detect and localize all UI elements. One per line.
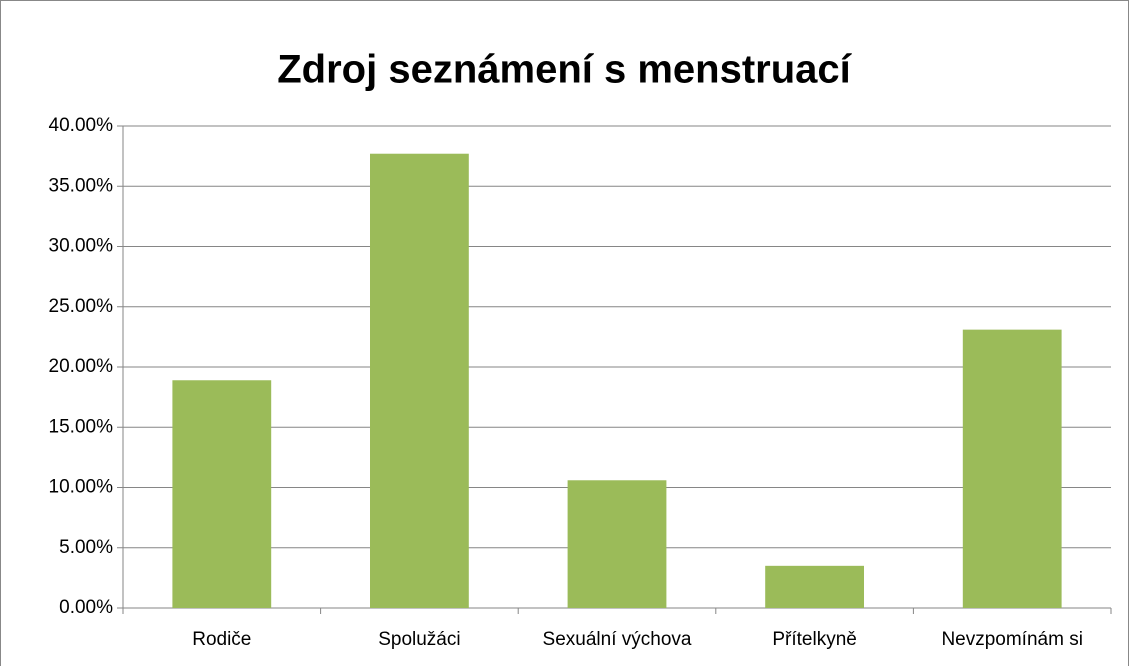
bar bbox=[370, 153, 469, 608]
x-tick-label: Nevzpomínám si bbox=[941, 629, 1083, 650]
y-tick-label: 40.00% bbox=[49, 115, 114, 136]
bar bbox=[567, 480, 667, 608]
bar bbox=[962, 329, 1062, 608]
y-tick-label: 25.00% bbox=[49, 296, 114, 317]
chart-title: Zdroj seznámení s menstruací bbox=[277, 48, 852, 92]
y-tick-label: 10.00% bbox=[49, 477, 114, 498]
bar bbox=[765, 565, 864, 608]
y-tick-label: 0.00% bbox=[59, 597, 113, 618]
bar bbox=[172, 380, 272, 608]
y-tick-label: 35.00% bbox=[49, 175, 114, 196]
x-tick-label: Přítelkyně bbox=[772, 629, 856, 650]
y-tick-label: 15.00% bbox=[49, 416, 114, 437]
x-tick-label: Sexuální výchova bbox=[543, 629, 692, 650]
y-tick-label: 5.00% bbox=[59, 537, 113, 558]
x-tick-label: Rodiče bbox=[192, 629, 251, 650]
x-tick-label: Spolužáci bbox=[378, 629, 460, 650]
y-tick-label: 20.00% bbox=[49, 356, 114, 377]
y-tick-label: 30.00% bbox=[49, 236, 114, 257]
